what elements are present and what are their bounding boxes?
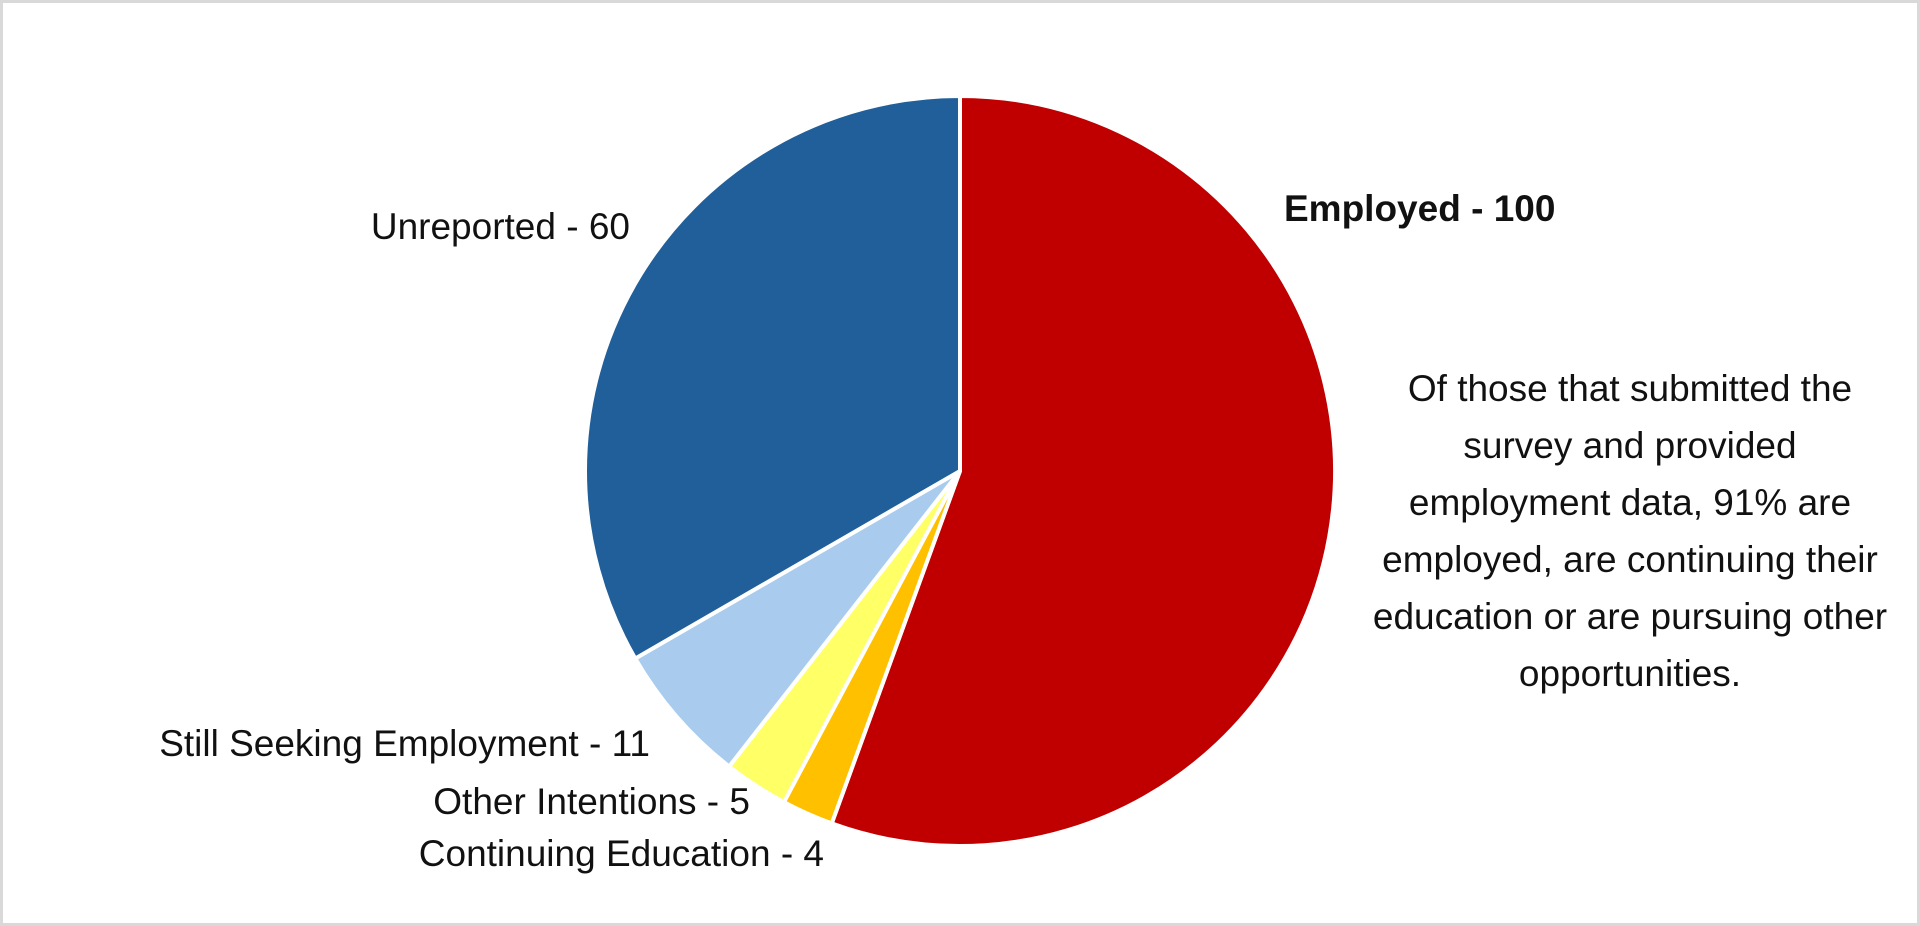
pie-slice-still-seeking-employment xyxy=(633,469,962,769)
slice-label-still-seeking-employment: Still Seeking Employment - 11 xyxy=(159,723,650,764)
pie-slice-employed xyxy=(829,94,1338,848)
slice-label-employed: Employed - 100 xyxy=(1284,188,1556,229)
pie-slice-unreported xyxy=(583,94,962,661)
slice-label-continuing-education: Continuing Education - 4 xyxy=(418,833,824,874)
slice-label-other-intentions: Other Intentions - 5 xyxy=(433,781,750,822)
slice-label-unreported: Unreported - 60 xyxy=(370,206,630,247)
chart-annotation: Of those that submitted the survey and p… xyxy=(1372,368,1888,694)
